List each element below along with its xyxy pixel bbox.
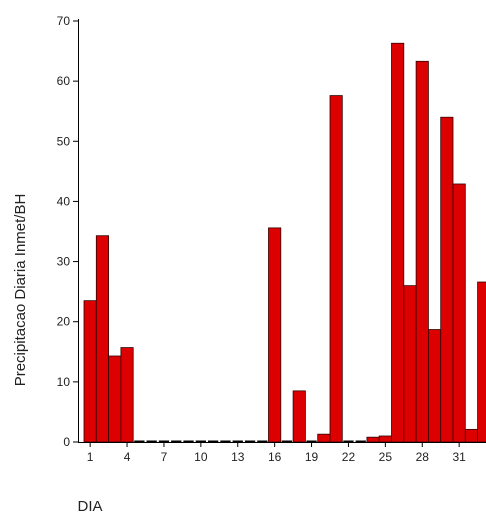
bar-day-32 [464, 428, 478, 443]
bar-day-29 [427, 329, 442, 443]
bar-day-3 [108, 355, 122, 443]
x-tick-label: 13 [231, 450, 245, 464]
y-tick-label: 40 [57, 194, 71, 208]
bar-day-33 [477, 281, 486, 443]
x-tick-label: 4 [124, 450, 131, 464]
bar-day-1 [83, 300, 97, 443]
y-tick-label: 30 [57, 255, 71, 269]
y-tick-label: 50 [57, 134, 71, 148]
bar-day-2 [95, 235, 110, 443]
bar-day-4 [120, 347, 134, 443]
x-tick-label: 19 [305, 450, 319, 464]
x-tick-label: 25 [379, 450, 393, 464]
x-tick-label: 10 [194, 450, 208, 464]
y-tick-label: 0 [63, 435, 70, 449]
x-tick-label: 1 [87, 450, 94, 464]
bar-day-16 [268, 227, 282, 443]
x-tick-label: 28 [416, 450, 430, 464]
y-ticks: 0 10 20 30 40 50 60 70 [57, 14, 78, 449]
x-tick-label: 22 [342, 450, 356, 464]
x-ticks: 14710131619222528313 [87, 442, 466, 464]
bar-day-26 [391, 42, 405, 443]
bar-day-24 [366, 436, 380, 443]
y-axis-label: Precipitacao Diaria Inmet/BH [12, 194, 29, 387]
bar-day-27 [403, 285, 417, 443]
y-tick-label: 20 [57, 315, 71, 329]
bars-group [83, 42, 486, 443]
bar-day-20 [317, 433, 331, 443]
bar-day-18 [292, 390, 306, 443]
x-tick-label: 31 [452, 450, 466, 464]
x-axis-label: DIA [77, 498, 102, 514]
y-tick-label: 60 [57, 74, 71, 88]
bar-day-31 [452, 183, 466, 443]
y-tick-label: 10 [57, 375, 71, 389]
x-tick-label: 16 [268, 450, 282, 464]
bar-day-21 [329, 95, 343, 443]
x-tick-label: 7 [161, 450, 168, 464]
y-tick-label: 70 [57, 14, 71, 28]
bar-day-28 [415, 60, 429, 443]
bar-day-25 [378, 435, 392, 443]
bar-day-30 [440, 116, 454, 443]
